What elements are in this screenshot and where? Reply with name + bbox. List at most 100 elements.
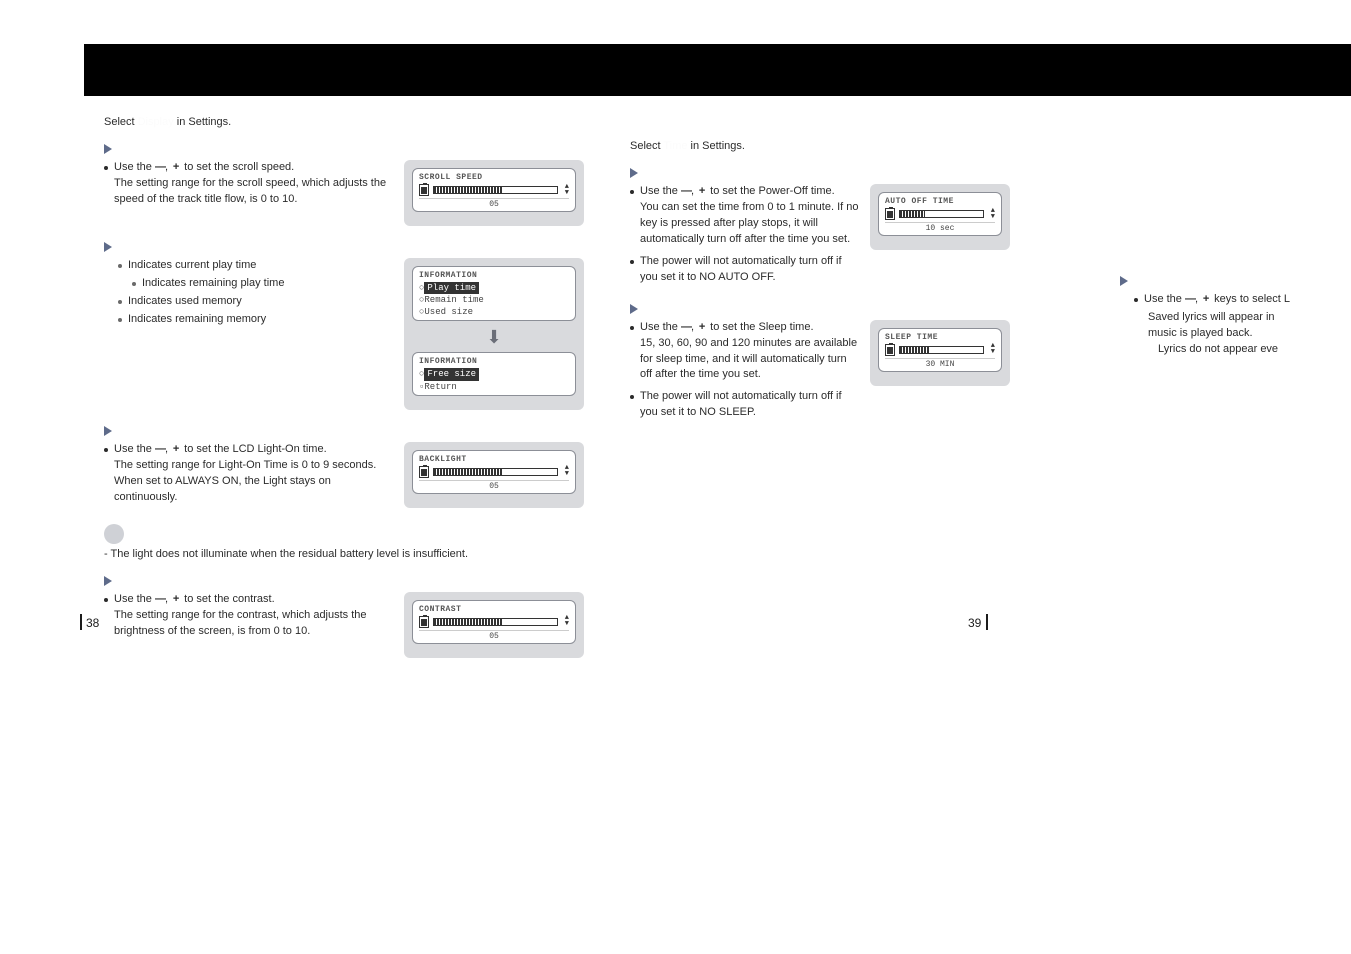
minus-icon: — [155,594,165,604]
backlight-line2: The setting range for Light-On Time is 0… [114,458,394,474]
lyrics-line2: Saved lyrics will appear in [1134,310,1351,326]
note-text: - The light does not illuminate when the… [104,548,624,560]
sleep-line2: 15, 30, 60, 90 and 120 minutes are avail… [640,336,860,384]
use-the: Use the [114,443,152,455]
use-the: Use the [114,161,152,173]
battery-icon [419,616,429,628]
plus-icon: + [171,594,181,604]
contrast-line1: to set the contrast. [184,593,275,605]
select-word: Select [630,140,661,152]
use-the: Use the [114,593,152,605]
use-the: Use the [1144,293,1182,305]
up-down-icon: ▲▼ [562,616,569,627]
chevron-right-icon [104,576,112,586]
lcd-auto-title: AUTO OFF TIME [885,197,995,206]
header-black-band [84,44,1351,96]
info-l2-a: Return [424,382,456,392]
lyrics-line4: Lyrics do not appear eve [1134,342,1351,358]
minus-icon: — [155,444,165,454]
plus-icon: + [171,444,181,454]
progress-bar [899,346,984,354]
backlight-line1: to set the LCD Light-On time. [184,443,326,455]
plus-icon: + [1201,294,1211,304]
sleep-line3: The power will not automatically turn of… [640,389,860,421]
lcd-contrast-title: CONTRAST [419,605,569,614]
lcd-scroll-panel: SCROLL SPEED ▲▼ 05 [404,160,584,226]
lcd-contrast-panel: CONTRAST ▲▼ 05 [404,592,584,658]
select-word: Select [104,116,135,128]
lcd-auto-panel: AUTO OFF TIME ▲▼ 10 sec [870,184,1010,250]
up-down-icon: ▲▼ [562,185,569,196]
progress-bar [433,186,558,194]
block-scroll: Use the —, + to set the scroll speed. Th… [104,160,624,226]
lcd-auto-val: 10 sec [885,222,995,233]
page-left: Select Display in Settings. Use the —, +… [84,96,644,674]
lcd-backlight-val: 05 [419,480,569,491]
chevron-right-icon [104,242,112,252]
info-l2-sel: Free size [424,368,479,380]
note-row [104,524,624,544]
section-information [104,242,624,252]
plus-icon: + [697,186,707,196]
lcd-sleep-val: 30 MIN [885,358,995,369]
lcd-contrast-val: 05 [419,630,569,641]
lcd-info-panel: INFORMATION ○Play time ○Remain time ○Use… [404,258,584,410]
lcd-backlight-panel: BACKLIGHT ▲▼ 05 [404,442,584,508]
lcd-info-title: INFORMATION [419,271,569,280]
block-backlight: Use the —, + to set the LCD Light-On tim… [104,442,624,508]
use-the: Use the [640,185,678,197]
auto-line1: to set the Power-Off time. [710,185,835,197]
page-tick-left [80,614,82,630]
section-scroll-speed [104,144,624,154]
battery-icon [885,344,895,356]
section-lyrics [1120,276,1351,286]
lcd-scroll-title: SCROLL SPEED [419,173,569,182]
chevron-right-icon [1120,276,1128,286]
minus-icon: — [681,186,691,196]
lcd-backlight-title: BACKLIGHT [419,455,569,464]
page-number-right: 39 [968,616,981,630]
scroll-line2: The setting range for the scroll speed, … [114,176,394,208]
progress-bar [433,618,558,626]
section-backlight [104,426,624,436]
minus-icon: — [681,322,691,332]
note-badge-icon [104,524,124,544]
up-down-icon: ▲▼ [988,209,995,220]
auto-line3: The power will not automatically turn of… [640,254,860,286]
info-l1-sel: Play time [424,282,479,294]
up-down-icon: ▲▼ [562,466,569,477]
lcd-info-title2: INFORMATION [419,357,569,366]
chevron-right-icon [104,426,112,436]
minus-icon: — [155,162,165,172]
sleep-line1: to set the Sleep time. [710,321,813,333]
info-play: Indicates current play time [128,258,256,274]
battery-icon [419,184,429,196]
info-l1-a: Remain time [424,295,483,305]
instruction-left: Select Display in Settings. [104,116,624,128]
backlight-line3: When set to ALWAYS ON, the Light stays o… [114,474,394,506]
contrast-line2: The setting range for the contrast, whic… [114,608,394,640]
block-information: Indicates current play time Indicates re… [104,258,624,410]
chevron-right-icon [630,304,638,314]
battery-icon [885,208,895,220]
info-free: Indicates remaining memory [128,312,266,328]
info-l1-b: Used size [424,307,473,317]
progress-bar [899,210,984,218]
page-far-right: Use the —, + keys to select L Saved lyri… [1100,96,1351,358]
plus-icon: + [697,322,707,332]
down-arrow-icon: ⬇ [412,327,576,348]
scroll-line1: to set the scroll speed. [184,161,294,173]
lyrics-line3: music is played back. [1134,326,1351,342]
section-contrast [104,576,624,586]
chevron-right-icon [630,168,638,178]
up-down-icon: ▲▼ [988,344,995,355]
chevron-right-icon [104,144,112,154]
info-used: Indicates used memory [128,294,242,310]
lcd-sleep-panel: SLEEP TIME ▲▼ 30 MIN [870,320,1010,386]
in-settings: in Settings. [177,116,231,128]
info-remain: Indicates remaining play time [142,276,284,292]
minus-icon: — [1185,294,1195,304]
lcd-scroll-val: 05 [419,198,569,209]
block-contrast: Use the —, + to set the contrast. The se… [104,592,624,658]
in-settings: in Settings. [691,140,745,152]
